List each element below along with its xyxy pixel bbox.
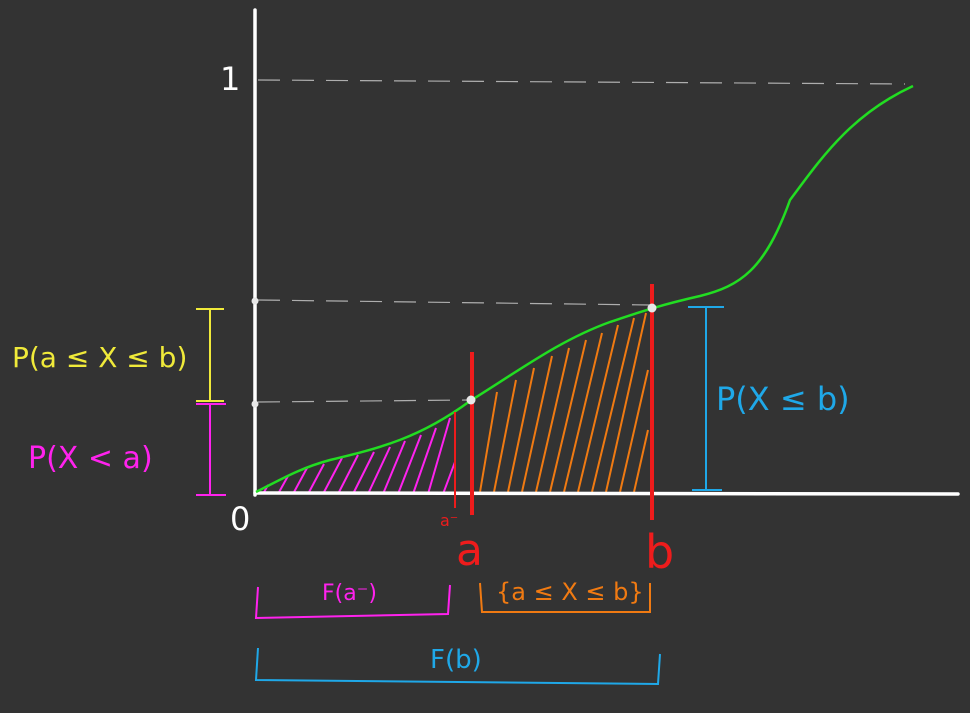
f-a-minus-brace: [254, 584, 451, 620]
between-prob-bracket: [196, 308, 224, 402]
between-prob-label: P(a ≤ X ≤ b): [12, 341, 187, 374]
y-axis-point-fa: [251, 400, 259, 408]
up-to-b-prob-label: P(X ≤ b): [716, 380, 850, 418]
guide-line-one: [257, 79, 906, 85]
below-a-prob-label: P(X < a): [28, 441, 153, 476]
cdf-curve: [255, 84, 914, 494]
guide-line-fa: [257, 399, 471, 403]
f-a-minus-label: F(a⁻): [322, 581, 377, 606]
guide-line-fb: [257, 299, 651, 306]
event-between-label: {a ≤ X ≤ b}: [496, 578, 644, 606]
hatch-region-between: [479, 312, 649, 493]
x-axis: [253, 491, 960, 496]
a-label: a: [456, 525, 483, 576]
y-tick-one-label: 1: [220, 60, 240, 98]
event-between-brace: [479, 582, 651, 613]
point-f-b: [647, 303, 657, 313]
y-axis-point-fb: [251, 297, 259, 305]
up-to-b-prob-bracket: [688, 306, 724, 491]
origin-label: 0: [230, 500, 250, 538]
a-minus-label: a⁻: [440, 511, 458, 530]
below-a-prob-bracket: [196, 403, 226, 496]
b-label: b: [645, 525, 674, 579]
f-b-brace: [254, 647, 661, 686]
point-f-a: [466, 395, 476, 405]
f-b-label: F(b): [430, 645, 482, 675]
